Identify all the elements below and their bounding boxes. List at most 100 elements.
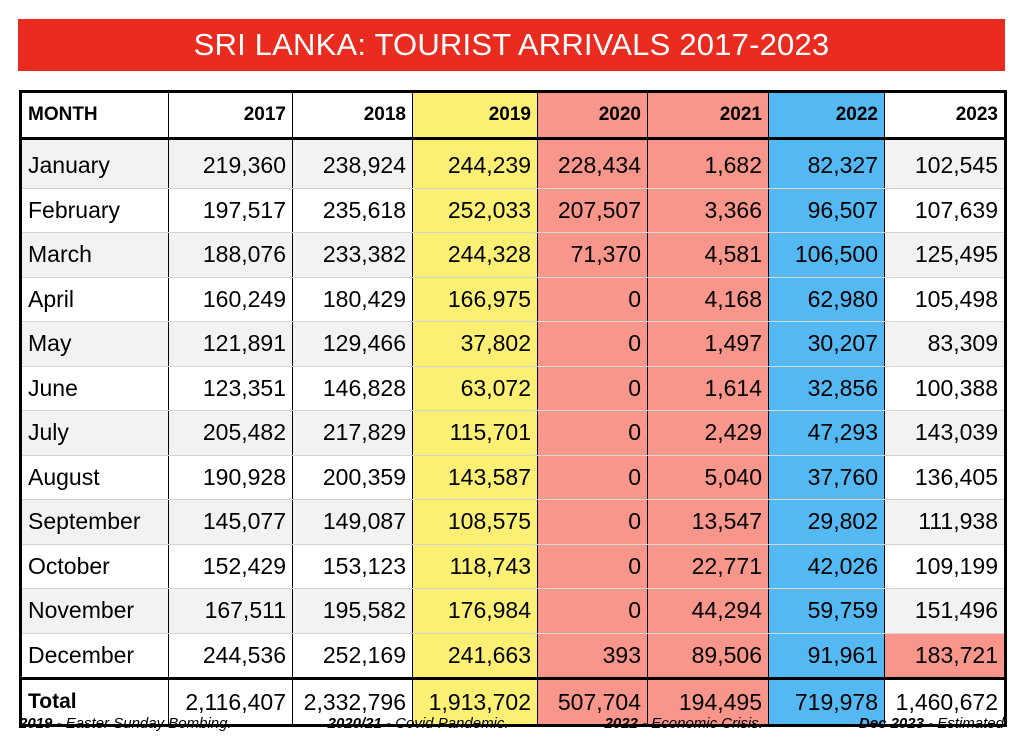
cell-2022: 42,026 bbox=[768, 544, 885, 589]
cell-2019: 244,239 bbox=[412, 138, 538, 189]
cell-month: November bbox=[19, 588, 169, 634]
cell-2019: 166,975 bbox=[412, 277, 538, 322]
cell-2017: 188,076 bbox=[168, 232, 293, 278]
cell-2021: 2,429 bbox=[647, 410, 769, 456]
cell-2020: 393 bbox=[537, 633, 648, 679]
cell-month: July bbox=[19, 410, 169, 456]
footnote-2020-21: 2020/21 - Covid Pandemic. bbox=[327, 715, 509, 732]
total-2017: 2,116,407 bbox=[168, 677, 293, 727]
cell-month: October bbox=[19, 544, 169, 589]
total-2019: 1,913,702 bbox=[412, 677, 538, 727]
header-month: MONTH bbox=[19, 90, 169, 140]
cell-2022: 62,980 bbox=[768, 277, 885, 322]
header-2019: 2019 bbox=[412, 90, 538, 140]
cell-2019: 252,033 bbox=[412, 188, 538, 233]
cell-2017: 160,249 bbox=[168, 277, 293, 322]
cell-2018: 217,829 bbox=[292, 410, 413, 456]
total-2022: 719,978 bbox=[768, 677, 885, 727]
title-banner: SRI LANKA: TOURIST ARRIVALS 2017-2023 bbox=[18, 19, 1005, 71]
cell-2022: 96,507 bbox=[768, 188, 885, 233]
cell-month: May bbox=[19, 321, 169, 367]
cell-2018: 146,828 bbox=[292, 366, 413, 411]
cell-month: September bbox=[19, 499, 169, 545]
footnote-dec-2023: Dec 2023 - Estimated bbox=[858, 715, 1004, 732]
cell-2022: 37,760 bbox=[768, 455, 885, 500]
cell-2020: 0 bbox=[537, 321, 648, 367]
table-row: June 123,351 146,828 63,072 0 1,614 32,856 100,… bbox=[19, 366, 1007, 411]
cell-2022: 29,802 bbox=[768, 499, 885, 545]
cell-2023: 183,721 bbox=[884, 633, 1007, 679]
cell-month: June bbox=[19, 366, 169, 411]
cell-month: April bbox=[19, 277, 169, 322]
cell-month: January bbox=[19, 138, 169, 189]
footnote-2022: 2022 - Economic Crisis. bbox=[604, 715, 763, 732]
cell-2019: 63,072 bbox=[412, 366, 538, 411]
cell-2017: 167,511 bbox=[168, 588, 293, 634]
total-label: Total bbox=[19, 677, 169, 727]
cell-2017: 190,928 bbox=[168, 455, 293, 500]
cell-2017: 244,536 bbox=[168, 633, 293, 679]
cell-2023: 83,309 bbox=[884, 321, 1007, 367]
cell-month: August bbox=[19, 455, 169, 500]
table-row: April 160,249 180,429 166,975 0 4,168 62,980 10… bbox=[19, 277, 1007, 322]
cell-2018: 252,169 bbox=[292, 633, 413, 679]
cell-2020: 228,434 bbox=[537, 138, 648, 189]
cell-month: February bbox=[19, 188, 169, 233]
table-row: March 188,076 233,382 244,328 71,370 4,581 106… bbox=[19, 232, 1007, 278]
cell-2023: 109,199 bbox=[884, 544, 1007, 589]
header-row: MONTH 2017 2018 2019 2020 2021 2022 2023 bbox=[19, 90, 1007, 140]
cell-2018: 180,429 bbox=[292, 277, 413, 322]
cell-2023: 136,405 bbox=[884, 455, 1007, 500]
cell-2021: 22,771 bbox=[647, 544, 769, 589]
table-row: January 219,360 238,924 244,239 228,434 1,682… bbox=[19, 138, 1007, 189]
cell-2018: 149,087 bbox=[292, 499, 413, 545]
header-2020: 2020 bbox=[537, 90, 648, 140]
cell-2018: 129,466 bbox=[292, 321, 413, 367]
cell-2018: 238,924 bbox=[292, 138, 413, 189]
header-2017: 2017 bbox=[168, 90, 293, 140]
cell-2017: 152,429 bbox=[168, 544, 293, 589]
footnotes: 2019 - Easter Sunday Bombing. 2020/21 - … bbox=[19, 715, 1004, 732]
cell-2020: 0 bbox=[537, 499, 648, 545]
cell-2021: 13,547 bbox=[647, 499, 769, 545]
cell-2023: 125,495 bbox=[884, 232, 1007, 278]
cell-2020: 207,507 bbox=[537, 188, 648, 233]
cell-2020: 0 bbox=[537, 410, 648, 456]
cell-2023: 105,498 bbox=[884, 277, 1007, 322]
cell-2019: 108,575 bbox=[412, 499, 538, 545]
cell-2019: 115,701 bbox=[412, 410, 538, 456]
cell-month: March bbox=[19, 232, 169, 278]
header-2023: 2023 bbox=[884, 90, 1007, 140]
cell-2021: 4,581 bbox=[647, 232, 769, 278]
cell-2017: 123,351 bbox=[168, 366, 293, 411]
total-2020: 507,704 bbox=[537, 677, 648, 727]
cell-2017: 219,360 bbox=[168, 138, 293, 189]
cell-2022: 59,759 bbox=[768, 588, 885, 634]
cell-2022: 106,500 bbox=[768, 232, 885, 278]
cell-2023: 107,639 bbox=[884, 188, 1007, 233]
table-row: August 190,928 200,359 143,587 0 5,040 37,760 1… bbox=[19, 455, 1007, 500]
cell-2022: 47,293 bbox=[768, 410, 885, 456]
page-title: SRI LANKA: TOURIST ARRIVALS 2017-2023 bbox=[193, 27, 830, 62]
cell-2018: 233,382 bbox=[292, 232, 413, 278]
total-2023: 1,460,672 bbox=[884, 677, 1007, 727]
header-2022: 2022 bbox=[768, 90, 885, 140]
cell-2018: 195,582 bbox=[292, 588, 413, 634]
header-2021: 2021 bbox=[647, 90, 769, 140]
cell-2021: 3,366 bbox=[647, 188, 769, 233]
arrivals-table: MONTH 2017 2018 2019 2020 2021 2022 2023… bbox=[19, 90, 1007, 727]
cell-2020: 0 bbox=[537, 588, 648, 634]
table-row: September 145,077 149,087 108,575 0 13,547 29,… bbox=[19, 499, 1007, 545]
table-body: January 219,360 238,924 244,239 228,434 1,682… bbox=[19, 138, 1007, 679]
cell-2021: 1,497 bbox=[647, 321, 769, 367]
cell-2023: 143,039 bbox=[884, 410, 1007, 456]
cell-2020: 0 bbox=[537, 277, 648, 322]
table-row: November 167,511 195,582 176,984 0 44,294 59,7… bbox=[19, 588, 1007, 634]
header-2018: 2018 bbox=[292, 90, 413, 140]
cell-2021: 1,682 bbox=[647, 138, 769, 189]
total-row: Total 2,116,407 2,332,796 1,913,702 507,… bbox=[19, 677, 1007, 727]
cell-2017: 121,891 bbox=[168, 321, 293, 367]
table-row: October 152,429 153,123 118,743 0 22,771 42,02… bbox=[19, 544, 1007, 589]
footnote-2019: 2019 - Easter Sunday Bombing. bbox=[19, 715, 232, 732]
cell-month: December bbox=[19, 633, 169, 679]
